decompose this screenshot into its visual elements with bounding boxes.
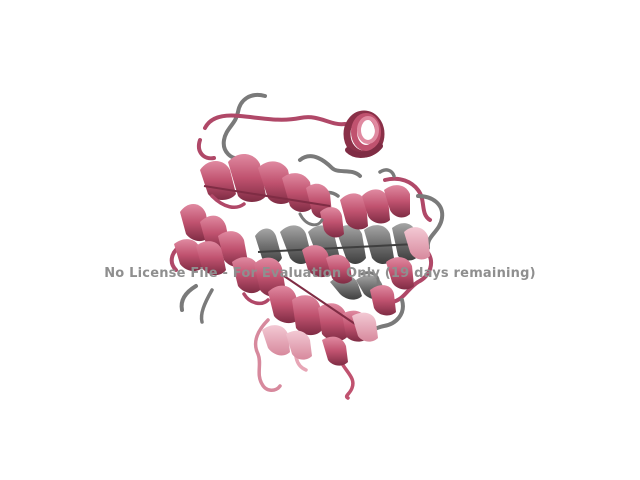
helix-left (174, 203, 262, 294)
helix-upper-band (200, 153, 332, 219)
helix-right-lower (352, 227, 430, 342)
front-loops (210, 194, 380, 306)
helix-bottom-pale (262, 325, 348, 366)
protein-structure (169, 93, 445, 400)
evaluation-watermark: No License File - For Evaluation Only (1… (104, 266, 536, 281)
helix-right-upper (320, 185, 410, 238)
helix-top-right (343, 110, 385, 158)
loop-coils (169, 93, 445, 400)
